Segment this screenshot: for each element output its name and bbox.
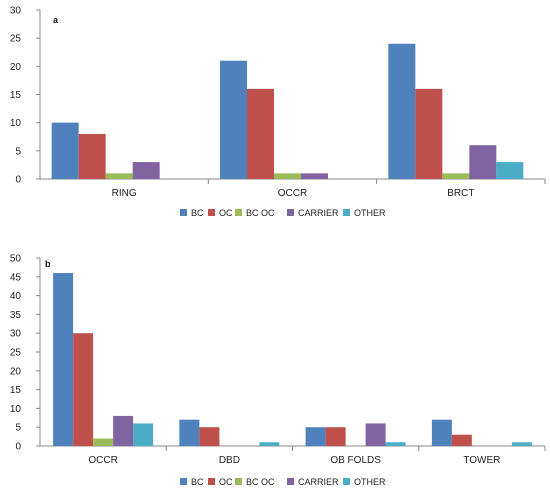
legend-label: BC	[191, 208, 204, 218]
y-tick-label: 25	[10, 348, 22, 359]
legend-swatch	[208, 478, 215, 485]
legend-label: OC	[219, 477, 233, 487]
legend-swatch	[287, 478, 294, 485]
bar-carrier	[132, 162, 160, 179]
legend-swatch	[235, 209, 242, 216]
legend: BC OC BC OC CARRIER OTHER	[180, 477, 386, 487]
bar-oc	[247, 88, 274, 179]
legend-swatch	[287, 209, 294, 216]
bar-bc	[431, 419, 452, 446]
y-tick-label: 20	[10, 62, 22, 73]
category-label: BRCT	[447, 188, 474, 199]
legend-label: CARRIER	[298, 477, 339, 487]
bar-bc	[220, 60, 247, 180]
bar-carrier	[301, 173, 328, 179]
legend-label: BC OC	[246, 208, 275, 218]
bar-bc	[51, 122, 79, 179]
bar-other	[496, 162, 524, 179]
legend-swatch	[235, 478, 242, 485]
bar-bc-oc	[93, 438, 114, 446]
bar-bc	[305, 427, 326, 446]
bar-carrier	[113, 415, 134, 446]
bar-oc	[78, 133, 106, 179]
panel-label: b	[45, 259, 51, 269]
y-tick-label: 5	[15, 146, 21, 157]
category-label: OCCR	[88, 455, 117, 466]
y-tick-label: 45	[10, 272, 22, 283]
legend-label: CARRIER	[298, 208, 339, 218]
legend-swatch	[343, 209, 350, 216]
category-label: TOWER	[463, 455, 500, 466]
chart-panel-b: 0 5 10 15 20 25 30 35 40 45 50 b OCCR DBD OB FOLDS TOWE…	[10, 254, 546, 487]
bar-bc	[179, 419, 200, 446]
y-tick-label: 0	[15, 175, 21, 186]
bar-bc-oc	[105, 173, 133, 179]
bar-oc	[199, 427, 220, 446]
chart-panel-a: 0 5 10 15 20 25 30 a RING OCCR BRCT BC OC BC OC CARRIE…	[10, 6, 546, 218]
bar-carrier	[469, 145, 497, 179]
category-label: DBD	[219, 455, 240, 466]
bar-oc	[325, 427, 346, 446]
bar-oc	[73, 333, 94, 446]
y-tick-label: 30	[10, 6, 22, 17]
bar-oc	[451, 434, 472, 446]
bar-other	[385, 442, 406, 446]
bar-bc	[53, 273, 74, 446]
legend: BC OC BC OC CARRIER OTHER	[180, 208, 386, 218]
legend-label: BC	[191, 477, 204, 487]
y-tick-label: 30	[10, 329, 22, 340]
y-tick-label: 35	[10, 310, 22, 321]
y-tick-label: 25	[10, 34, 22, 45]
panel-label: a	[53, 15, 59, 25]
y-tick-label: 10	[10, 404, 22, 415]
category-label: OCCR	[278, 188, 307, 199]
legend-swatch	[180, 478, 187, 485]
bar-other	[511, 442, 532, 446]
legend-label: BC OC	[246, 477, 275, 487]
bar-other	[259, 442, 280, 446]
category-label: OB FOLDS	[330, 455, 381, 466]
bar-oc	[415, 88, 443, 179]
y-tick-label: 5	[15, 423, 21, 434]
bar-bc	[388, 43, 416, 179]
bar-bc-oc	[274, 173, 301, 179]
legend-label: OTHER	[354, 208, 386, 218]
y-tick-label: 15	[10, 90, 22, 101]
y-tick-label: 50	[10, 254, 22, 265]
y-tick-label: 20	[10, 366, 22, 377]
bar-carrier	[365, 423, 386, 446]
legend-label: OC	[219, 208, 233, 218]
legend-swatch	[180, 209, 187, 216]
y-tick-label: 15	[10, 385, 22, 396]
y-tick-label: 0	[15, 442, 21, 453]
category-label: RING	[112, 188, 137, 199]
legend-label: OTHER	[354, 477, 386, 487]
bar-bc-oc	[442, 173, 470, 179]
y-tick-label: 10	[10, 118, 22, 129]
legend-swatch	[343, 478, 350, 485]
legend-swatch	[208, 209, 215, 216]
bar-other	[133, 423, 154, 446]
y-tick-label: 40	[10, 291, 22, 302]
